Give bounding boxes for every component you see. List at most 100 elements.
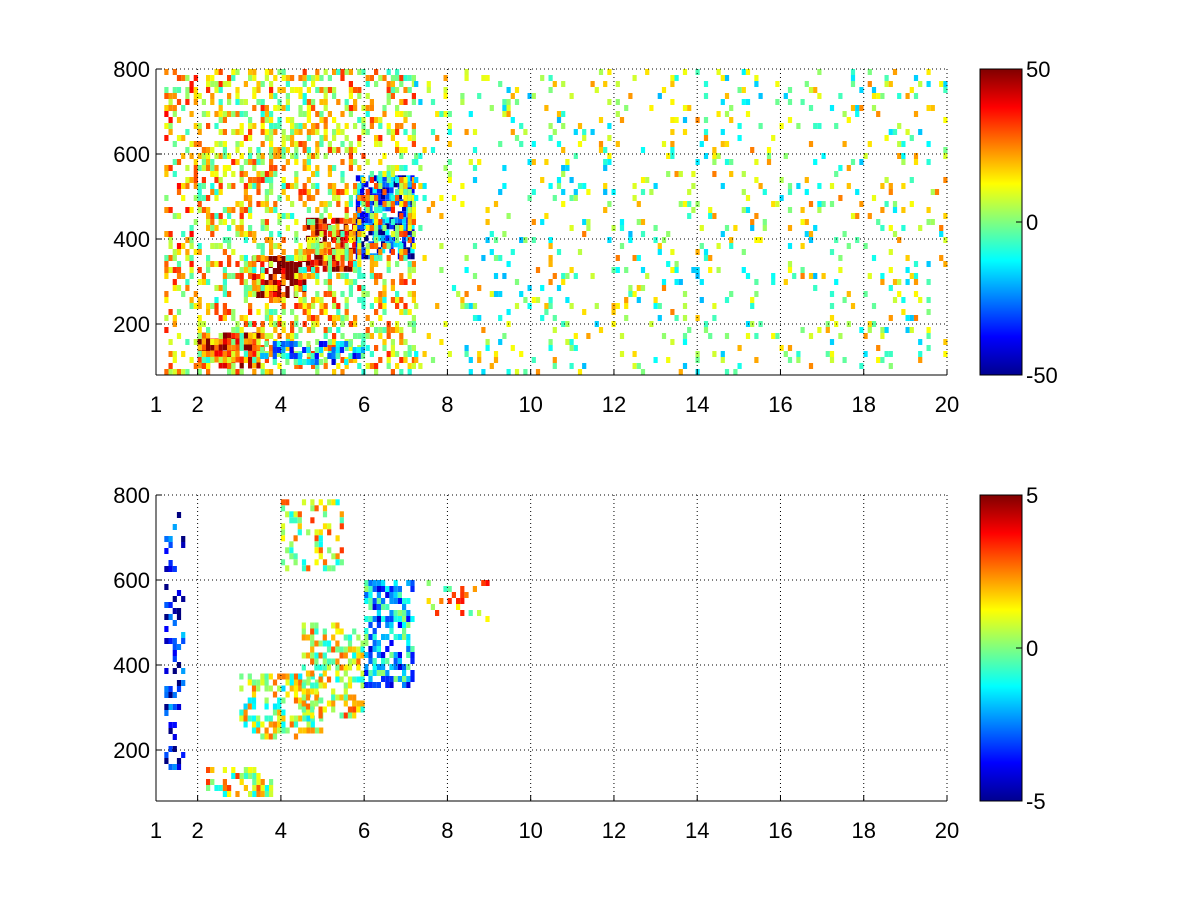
heatmap-cell — [403, 255, 408, 261]
heatmap-cell — [243, 291, 248, 297]
heatmap-cell — [289, 685, 294, 692]
heatmap-cell — [339, 511, 344, 518]
heatmap-cell — [256, 351, 261, 357]
heatmap-cell — [411, 123, 416, 129]
heatmap-cell — [331, 700, 336, 707]
heatmap-cell — [210, 357, 215, 363]
heatmap-cell — [277, 721, 282, 728]
heatmap-cell — [306, 359, 311, 365]
heatmap-cell — [181, 596, 186, 602]
heatmap-cell — [855, 105, 860, 111]
heatmap-cell — [164, 273, 169, 279]
heatmap-cell — [164, 297, 169, 303]
heatmap-cell — [372, 187, 377, 194]
heatmap-cell — [430, 201, 436, 207]
heatmap-cell — [172, 69, 177, 75]
heatmap-cell — [385, 604, 390, 610]
heatmap-cell — [176, 135, 182, 141]
heatmap-cell — [264, 268, 269, 274]
heatmap-cell — [586, 333, 591, 339]
heatmap-cell — [260, 267, 265, 273]
heatmap-cell — [344, 207, 349, 213]
heatmap-cell — [327, 529, 332, 536]
heatmap-cell — [468, 159, 473, 165]
heatmap-cell — [172, 267, 177, 273]
heatmap-cell — [796, 357, 801, 363]
heatmap-cell — [311, 237, 316, 243]
heatmap-cell — [406, 616, 411, 622]
heatmap-cell — [210, 189, 215, 195]
heatmap-cell — [365, 207, 370, 213]
heatmap-cell — [395, 231, 400, 237]
heatmap-cell — [615, 99, 620, 105]
heatmap-cell — [311, 273, 316, 279]
heatmap-cell — [273, 321, 278, 327]
heatmap-cell — [260, 327, 265, 333]
heatmap-cell — [260, 785, 265, 791]
heatmap-cell — [339, 523, 344, 530]
heatmap-cell — [619, 333, 625, 339]
heatmap-cell — [252, 231, 257, 237]
heatmap-cell — [510, 117, 515, 123]
heatmap-cell — [322, 265, 327, 272]
heatmap-cell — [339, 712, 344, 719]
heatmap-cell — [720, 75, 725, 81]
heatmap-cell — [235, 159, 240, 165]
heatmap-cell — [871, 321, 877, 327]
heatmap-cell — [386, 171, 391, 177]
heatmap-cell — [214, 165, 219, 171]
heatmap-cell — [185, 249, 190, 255]
heatmap-cell — [168, 614, 173, 620]
heatmap-cell — [901, 183, 906, 189]
heatmap-cell — [252, 362, 257, 369]
heatmap-cell — [335, 646, 340, 653]
heatmap-cell — [264, 785, 269, 791]
heatmap-cell — [531, 159, 536, 165]
heatmap-cell — [201, 153, 206, 159]
heatmap-cell — [323, 105, 328, 111]
heatmap-cell — [850, 303, 856, 309]
heatmap-cell — [514, 369, 520, 375]
heatmap-cell — [239, 369, 244, 375]
heatmap-cell — [787, 99, 793, 105]
heatmap-cell — [695, 249, 700, 255]
heatmap-cell — [319, 249, 324, 255]
heatmap-cell — [411, 291, 416, 297]
heatmap-cell — [272, 727, 278, 734]
heatmap-cell — [290, 255, 295, 261]
heatmap-cell — [741, 99, 746, 105]
heatmap-cell — [285, 565, 290, 572]
heatmap-cell — [210, 350, 215, 357]
heatmap-cell — [825, 327, 830, 333]
heatmap-cell — [277, 243, 282, 249]
heatmap-cell — [239, 153, 244, 159]
heatmap-cell — [451, 592, 456, 598]
heatmap-cell — [305, 634, 311, 641]
heatmap-cell — [335, 259, 340, 266]
heatmap-cell — [569, 303, 574, 309]
heatmap-cell — [327, 165, 332, 171]
heatmap-cell — [674, 75, 679, 81]
heatmap-cell — [386, 81, 391, 87]
heatmap-cell — [176, 758, 182, 764]
x-tick-label: 1 — [150, 818, 162, 843]
heatmap-cell — [256, 679, 261, 686]
heatmap-cell — [277, 231, 282, 237]
heatmap-cell — [344, 297, 349, 303]
heatmap-cell — [389, 622, 394, 628]
heatmap-cell — [294, 147, 299, 153]
heatmap-cell — [582, 219, 587, 225]
heatmap-cell — [281, 715, 286, 722]
heatmap-cell — [657, 315, 662, 321]
heatmap-cell — [172, 249, 177, 255]
heatmap-cell — [164, 369, 169, 375]
heatmap-cell — [293, 691, 299, 698]
heatmap-cell — [464, 75, 469, 81]
heatmap-cell — [360, 640, 365, 647]
heatmap-cell — [227, 369, 232, 375]
heatmap-cell — [552, 363, 557, 369]
heatmap-cell — [724, 297, 730, 303]
heatmap-cell — [340, 177, 345, 183]
heatmap-cell — [406, 676, 411, 682]
heatmap-cell — [361, 333, 366, 339]
